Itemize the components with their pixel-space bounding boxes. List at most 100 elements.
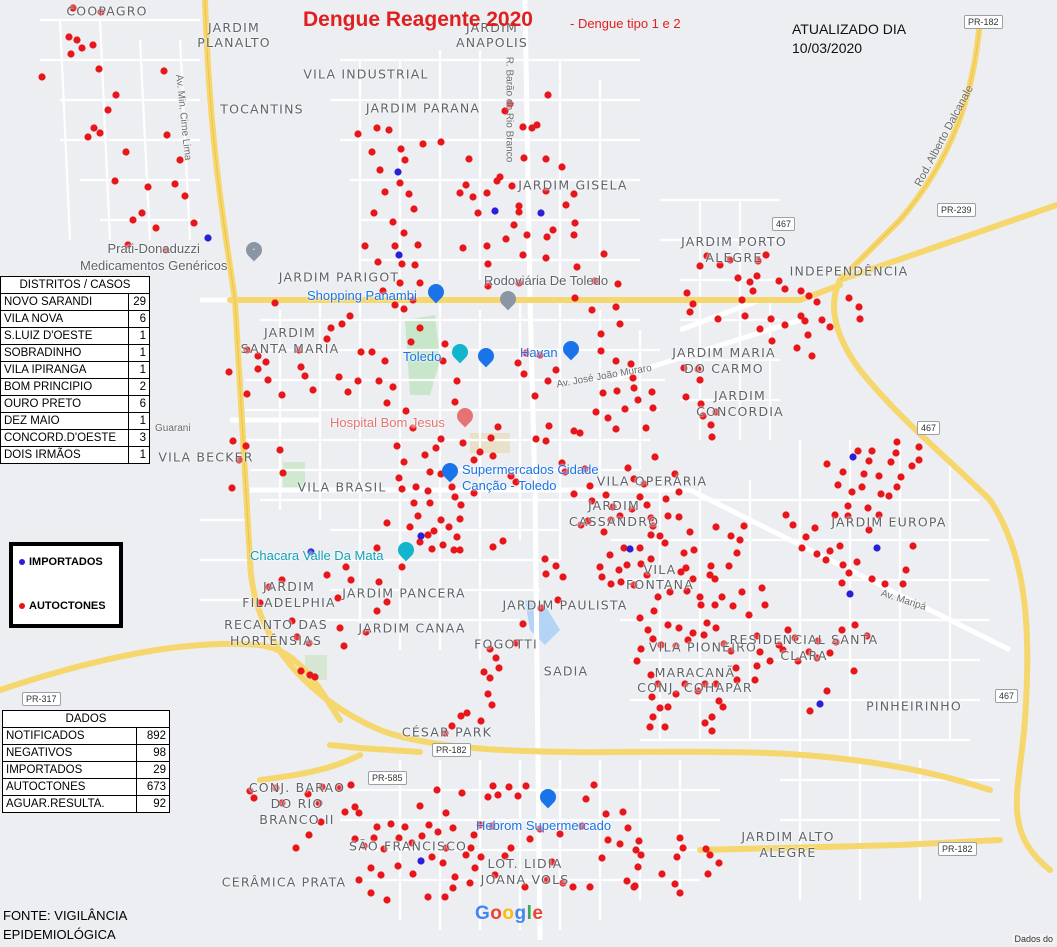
autochthonous-case-point <box>368 348 376 356</box>
autochthonous-case-point <box>543 876 551 884</box>
autochthonous-case-point <box>675 624 683 632</box>
autochthonous-case-point <box>396 179 404 187</box>
autochthonous-case-point <box>522 782 530 790</box>
autochthonous-case-point <box>354 130 362 138</box>
autochthonous-case-point <box>714 315 722 323</box>
autochthonous-case-point <box>228 484 236 492</box>
poi-label[interactable]: Prati-Donaduzzi Medicamentos Genéricos <box>80 241 228 273</box>
autochthonous-case-point <box>276 446 284 454</box>
autochthonous-case-point <box>373 544 381 552</box>
autochthonous-case-point <box>673 853 681 861</box>
autochthonous-case-point <box>335 784 343 792</box>
autochthonous-case-point <box>398 563 406 571</box>
autochthonous-case-point <box>881 580 889 588</box>
autochthonous-case-point <box>347 781 355 789</box>
poi-label[interactable]: Supermercados Cidade Canção - Toledo <box>462 462 599 493</box>
poi-label[interactable]: Hebrom Supermercado <box>476 818 612 833</box>
poi-label[interactable]: Shopping Panambi <box>307 288 417 303</box>
autochthonous-case-point <box>549 226 557 234</box>
autochthonous-case-point <box>637 560 645 568</box>
neighborhood-label: VILA INDUSTRIAL <box>303 66 429 82</box>
autochthonous-case-point <box>875 511 883 519</box>
autochthonous-case-point <box>430 527 438 535</box>
autochthonous-case-point <box>486 674 494 682</box>
autochthonous-case-point <box>129 216 137 224</box>
autochthonous-case-point <box>793 344 801 352</box>
autochthonous-case-point <box>409 296 417 304</box>
autochthonous-case-point <box>813 654 821 662</box>
autochthonous-case-point <box>789 521 797 529</box>
legend-imported: IMPORTADOS <box>19 556 103 568</box>
highway-shield: PR-317 <box>22 692 61 706</box>
autochthonous-case-point <box>469 193 477 201</box>
autochthonous-case-point <box>702 845 710 853</box>
autochthonous-case-point <box>416 324 424 332</box>
autochthonous-case-point <box>696 376 704 384</box>
road-label: Guarani <box>155 423 191 434</box>
autochthonous-case-point <box>662 495 670 503</box>
autochthonous-case-point <box>361 242 369 250</box>
autochthonous-case-point <box>657 641 665 649</box>
autochthonous-case-point <box>676 834 684 842</box>
autochthonous-case-point <box>753 662 761 670</box>
autochthonous-case-point <box>636 544 644 552</box>
autochthonous-case-point <box>428 545 436 553</box>
autochthonous-case-point <box>144 183 152 191</box>
autochthonous-case-point <box>536 825 544 833</box>
autochthonous-case-point <box>483 242 491 250</box>
autochthonous-case-point <box>272 784 280 792</box>
autochthonous-case-point <box>656 704 664 712</box>
neighborhood-label: JARDIM PARANA <box>365 100 481 116</box>
autochthonous-case-point <box>751 676 759 684</box>
autochthonous-case-point <box>501 107 509 115</box>
poi-label[interactable]: Havan <box>520 345 558 360</box>
map-attribution[interactable]: Dados do <box>1012 934 1055 944</box>
autochthonous-case-point <box>703 252 711 260</box>
row-label: DEZ MAIO <box>0 412 129 430</box>
autochthonous-case-point <box>502 235 510 243</box>
autochthonous-case-point <box>865 457 873 465</box>
map-title: Dengue Reagente 2020 <box>303 8 533 31</box>
autochthonous-case-point <box>899 580 907 588</box>
poi-label[interactable]: Hospital Bom Jesus <box>330 415 445 430</box>
row-value: 1 <box>127 361 151 379</box>
autochthonous-case-point <box>915 443 923 451</box>
autochthonous-case-point <box>395 474 403 482</box>
autochthonous-case-point <box>767 315 775 323</box>
autochthonous-case-point <box>600 250 608 258</box>
autochthonous-case-point <box>712 523 720 531</box>
autochthonous-case-point <box>323 571 331 579</box>
poi-label[interactable]: Rodoviária De Toledo <box>484 273 609 288</box>
poi-label[interactable]: Chacara Valle Da Mata <box>250 548 384 563</box>
row-label: VILA IPIRANGA <box>0 361 129 379</box>
autochthonous-case-point <box>536 351 544 359</box>
autochthonous-case-point <box>470 456 478 464</box>
autochthonous-case-point <box>766 657 774 665</box>
autochthonous-case-point <box>477 853 485 861</box>
poi-label[interactable]: Toledo <box>403 349 442 364</box>
autochthonous-case-point <box>632 846 640 854</box>
autochthonous-case-point <box>649 522 657 530</box>
autochthonous-case-point <box>397 145 405 153</box>
autochthonous-case-point <box>171 180 179 188</box>
autochthonous-case-point <box>439 859 447 867</box>
autochthonous-case-point <box>708 433 716 441</box>
autochthonous-case-point <box>346 312 354 320</box>
autochthonous-case-point <box>651 453 659 461</box>
autochthonous-case-point <box>616 840 624 848</box>
autochthonous-case-point <box>421 451 429 459</box>
highway-shield: PR-585 <box>368 771 407 785</box>
autochthonous-case-point <box>67 50 75 58</box>
autochthonous-case-point <box>456 546 464 554</box>
autochthonous-case-point <box>373 607 381 615</box>
autochthonous-case-point <box>124 241 132 249</box>
autochthonous-case-point <box>604 836 612 844</box>
autochthonous-case-point <box>697 601 705 609</box>
highway-shield: PR-182 <box>432 743 471 757</box>
autochthonous-case-point <box>582 795 590 803</box>
autochthonous-case-point <box>543 233 551 241</box>
autochthonous-case-point <box>614 280 622 288</box>
row-value: 1 <box>127 446 151 464</box>
autochthonous-case-point <box>448 722 456 730</box>
